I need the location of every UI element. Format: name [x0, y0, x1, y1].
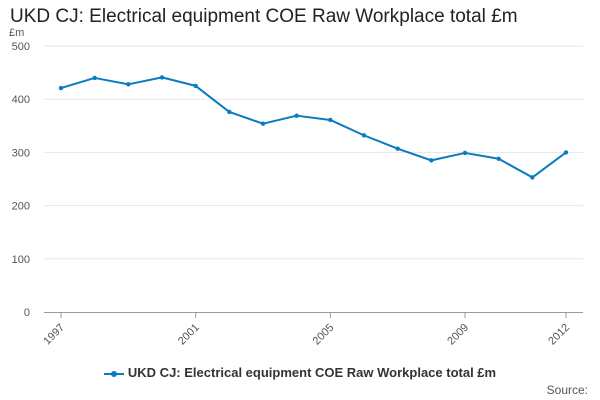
legend: UKD CJ: Electrical equipment COE Raw Wor…: [0, 365, 600, 380]
data-point[interactable]: [361, 133, 367, 138]
data-point[interactable]: [126, 82, 131, 87]
y-tick-label: 0: [24, 307, 30, 319]
chart-title: UKD CJ: Electrical equipment COE Raw Wor…: [10, 6, 518, 27]
legend-swatch: [103, 368, 124, 380]
data-point[interactable]: [496, 156, 501, 161]
data-point[interactable]: [227, 109, 232, 115]
data-point[interactable]: [530, 175, 535, 180]
y-tick-label: 100: [12, 254, 30, 266]
legend-label: UKD CJ: Electrical equipment COE Raw Wor…: [127, 365, 497, 380]
data-point[interactable]: [159, 75, 165, 80]
series-layer: [58, 75, 569, 180]
data-point[interactable]: [429, 158, 434, 163]
grid-lines: [44, 45, 583, 260]
data-point[interactable]: [395, 146, 400, 151]
y-tick-label: 200: [12, 201, 30, 213]
y-tick-label: 500: [12, 41, 30, 53]
x-tick-label: 2005: [311, 322, 337, 348]
y-tick-label: 300: [12, 147, 30, 159]
x-axis-ticks: 1997 2001 2005 2009 2012: [41, 312, 572, 347]
data-point[interactable]: [193, 83, 198, 89]
x-tick-label: 2012: [546, 322, 572, 348]
data-point[interactable]: [92, 75, 97, 81]
data-point[interactable]: [328, 117, 333, 123]
data-point[interactable]: [260, 121, 266, 126]
series-line: [60, 76, 567, 179]
x-tick-label: 1997: [41, 322, 67, 348]
x-tick-label: 2001: [176, 322, 202, 348]
y-tick-label: 400: [12, 94, 30, 106]
data-point[interactable]: [58, 85, 64, 91]
data-point[interactable]: [462, 150, 468, 156]
x-tick-label: 2009: [445, 322, 471, 348]
data-point[interactable]: [294, 113, 299, 118]
y-axis-ticks: 0 100 200 300 400 500: [12, 41, 30, 319]
y-axis-unit-label: £m: [9, 27, 24, 39]
data-point[interactable]: [563, 150, 569, 155]
source-label: Source:: [546, 383, 588, 397]
